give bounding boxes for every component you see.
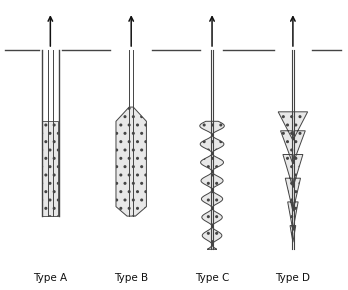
Bar	[42, 121, 58, 216]
Polygon shape	[116, 107, 147, 216]
Text: Type C: Type C	[195, 273, 229, 283]
Text: Type D: Type D	[275, 273, 310, 283]
Polygon shape	[200, 121, 224, 249]
Polygon shape	[278, 112, 308, 242]
Text: Type B: Type B	[114, 273, 148, 283]
Text: Type A: Type A	[33, 273, 68, 283]
